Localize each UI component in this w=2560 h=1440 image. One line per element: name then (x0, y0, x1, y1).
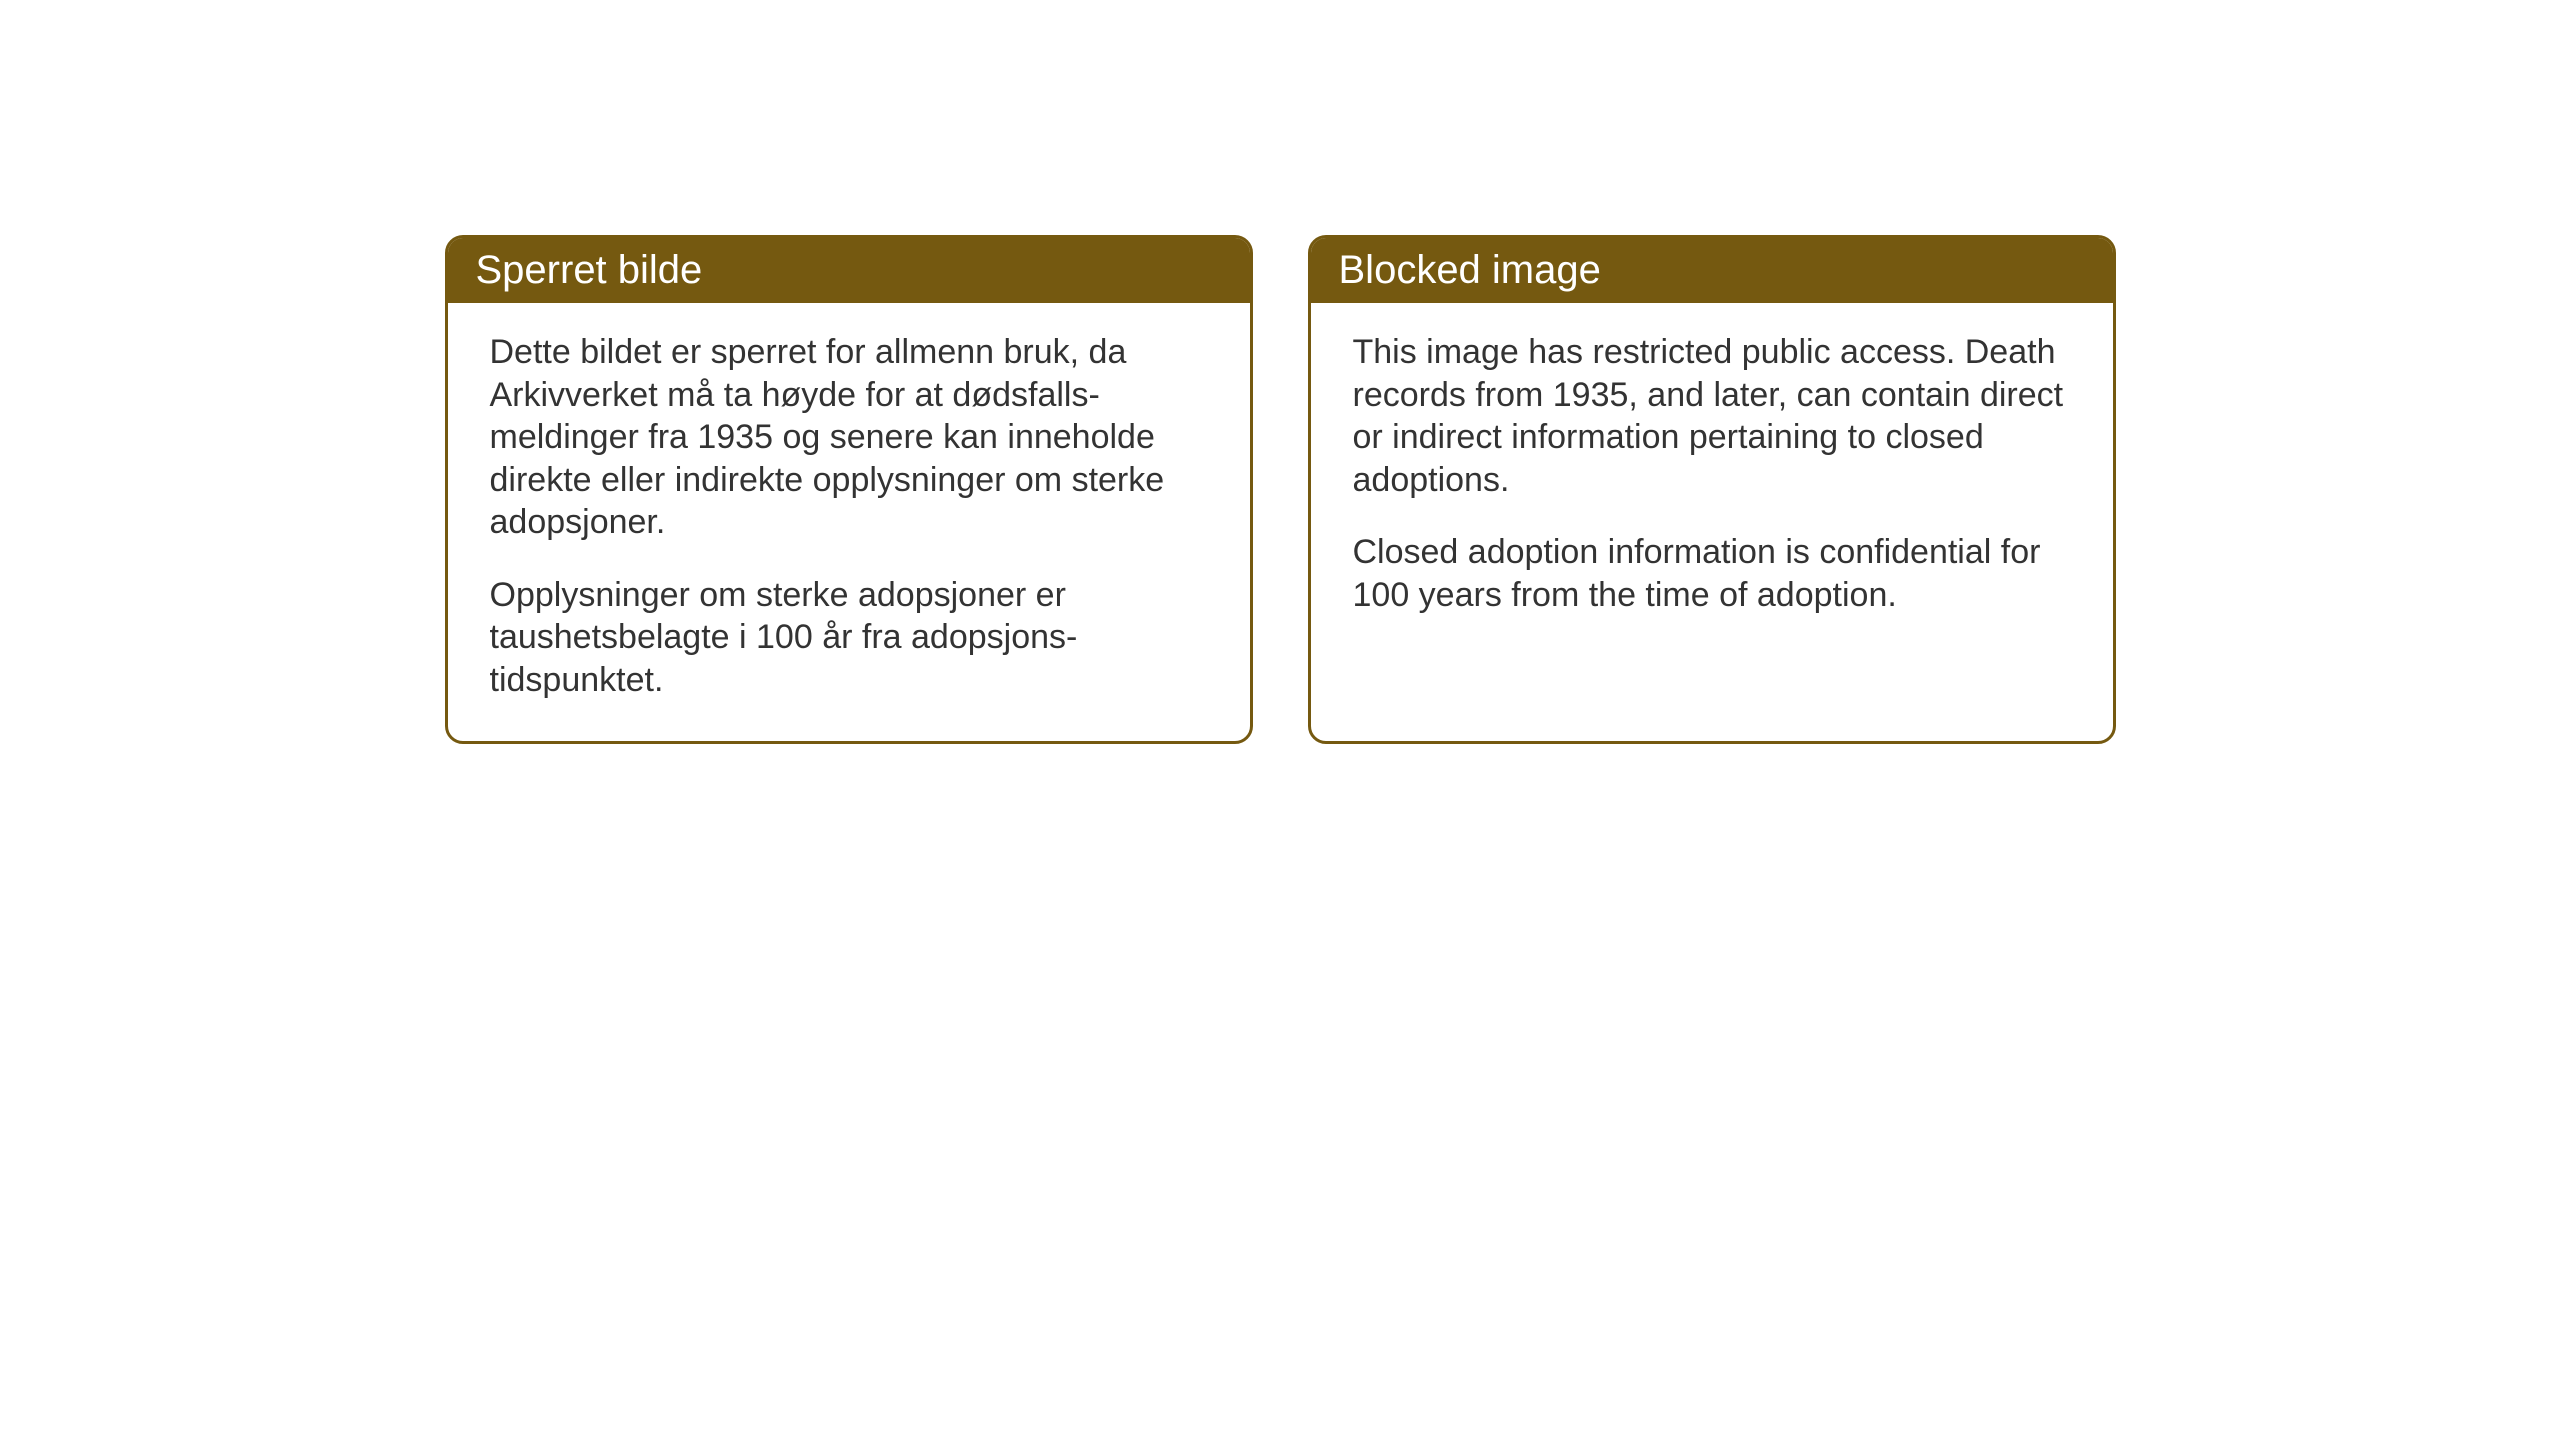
notice-card-norwegian: Sperret bilde Dette bildet er sperret fo… (445, 235, 1253, 744)
notice-container: Sperret bilde Dette bildet er sperret fo… (445, 235, 2116, 744)
notice-paragraph-1-norwegian: Dette bildet er sperret for allmenn bruk… (490, 331, 1208, 544)
notice-body-norwegian: Dette bildet er sperret for allmenn bruk… (448, 303, 1250, 741)
notice-paragraph-1-english: This image has restricted public access.… (1353, 331, 2071, 501)
notice-header-english: Blocked image (1311, 238, 2113, 303)
notice-paragraph-2-norwegian: Opplysninger om sterke adopsjoner er tau… (490, 574, 1208, 702)
notice-card-english: Blocked image This image has restricted … (1308, 235, 2116, 744)
notice-paragraph-2-english: Closed adoption information is confident… (1353, 531, 2071, 616)
notice-header-norwegian: Sperret bilde (448, 238, 1250, 303)
notice-body-english: This image has restricted public access.… (1311, 303, 2113, 656)
